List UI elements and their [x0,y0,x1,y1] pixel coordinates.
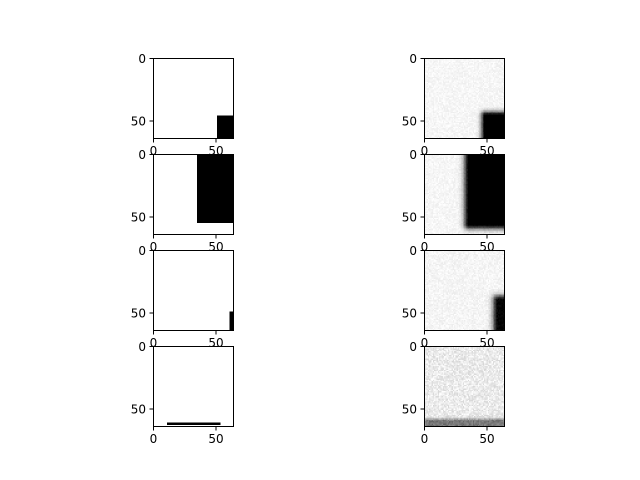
y-tick-label: 50 [131,403,146,417]
x-tick-label: 50 [479,432,494,446]
panel-image [153,250,233,330]
panel-image [424,346,504,426]
panel-image [153,154,233,234]
y-tick-label: 0 [409,148,417,162]
y-tick-label: 0 [138,148,146,162]
y-tick-label: 0 [409,244,417,258]
y-tick-label: 50 [402,307,417,321]
y-tick-label: 0 [138,340,146,354]
panel-image [424,58,504,138]
x-tick-label: 0 [150,432,158,446]
y-tick-label: 50 [402,403,417,417]
y-tick-label: 50 [131,211,146,225]
y-tick-label: 0 [138,52,146,66]
y-tick-label: 50 [402,115,417,129]
panel-image [424,250,504,330]
y-tick-label: 50 [131,115,146,129]
x-tick-label: 50 [208,432,223,446]
panel-image [153,346,233,426]
y-tick-label: 0 [409,52,417,66]
x-tick-label: 0 [421,432,429,446]
panel-image [153,58,233,138]
y-tick-label: 0 [138,244,146,258]
y-tick-label: 50 [402,211,417,225]
panel-image [424,154,504,234]
y-tick-label: 50 [131,307,146,321]
y-tick-label: 0 [409,340,417,354]
